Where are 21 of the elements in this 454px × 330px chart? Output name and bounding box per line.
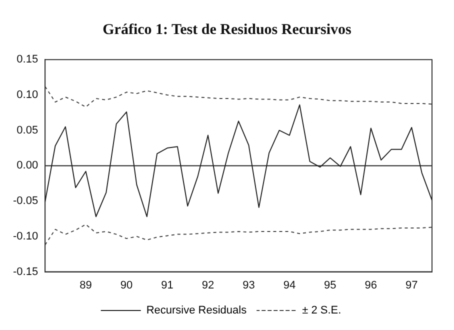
y-tick-label: -0.15 bbox=[12, 266, 38, 278]
x-tick-label: 91 bbox=[161, 279, 174, 292]
x-tick-label: 90 bbox=[120, 279, 133, 292]
line-series bbox=[45, 86, 432, 108]
x-tick-label: 92 bbox=[202, 279, 214, 292]
chart-title: Gráfico 1: Test de Residuos Recursivos bbox=[102, 22, 352, 39]
y-tick-label: -0.10 bbox=[12, 230, 38, 242]
x-tick-label: 97 bbox=[406, 279, 418, 292]
y-tick-label: 0.00 bbox=[16, 160, 38, 172]
line-series bbox=[45, 224, 432, 246]
x-tick-label: 94 bbox=[283, 279, 296, 292]
x-tick-label: 95 bbox=[324, 279, 336, 292]
legend-label: ± 2 S.E. bbox=[302, 304, 342, 317]
x-tick-label: 89 bbox=[80, 279, 92, 292]
x-tick-label: 96 bbox=[364, 279, 378, 292]
y-tick-label: 0.15 bbox=[16, 54, 38, 66]
legend-label: Recursive Residuals bbox=[146, 304, 248, 317]
x-tick-label: 93 bbox=[242, 279, 255, 292]
y-tick-label: -0.05 bbox=[12, 195, 38, 208]
y-tick-label: 0.05 bbox=[16, 124, 38, 136]
y-tick-label: 0.10 bbox=[16, 89, 38, 101]
